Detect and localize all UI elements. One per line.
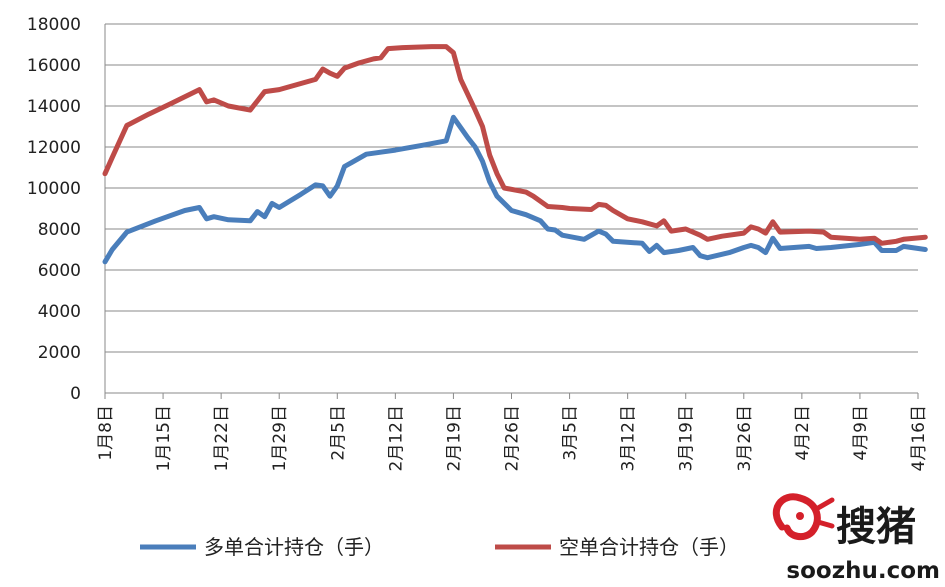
y-tick-label: 0 xyxy=(70,384,81,404)
y-tick-label: 6000 xyxy=(38,261,81,281)
watermark-chinese-text: 搜猪 xyxy=(836,504,916,550)
x-tick-label: 1月22日 xyxy=(212,405,232,471)
y-tick-label: 2000 xyxy=(38,343,81,363)
series-line-2 xyxy=(102,44,928,246)
axes xyxy=(104,24,919,399)
y-tick-label: 18000 xyxy=(27,15,81,35)
x-tick-label: 3月12日 xyxy=(619,405,639,471)
x-tick-label: 1月29日 xyxy=(270,405,290,471)
y-tick-label: 14000 xyxy=(27,97,81,117)
x-tick-label: 2月12日 xyxy=(386,405,406,471)
soozhu-logo-icon xyxy=(772,493,835,541)
x-tick-label: 4月16日 xyxy=(909,405,929,471)
x-tick-label: 4月2日 xyxy=(793,405,813,461)
legend-label-1: 多单合计持仓（手） xyxy=(204,535,384,559)
x-tick-label: 3月5日 xyxy=(561,405,581,461)
x-tick-label: 2月5日 xyxy=(328,405,348,461)
watermark-url-text: soozhu.com xyxy=(786,558,940,584)
y-tick-label: 10000 xyxy=(27,179,81,199)
x-tick-label: 3月19日 xyxy=(677,405,697,471)
x-tick-label: 1月8日 xyxy=(96,405,116,461)
y-tick-label: 16000 xyxy=(27,56,81,76)
x-tick-label: 4月9日 xyxy=(851,405,871,461)
x-tick-label: 3月26日 xyxy=(735,405,755,471)
watermark: 搜猪 soozhu.com xyxy=(772,493,940,584)
y-tick-label: 4000 xyxy=(38,302,81,322)
series-line-1 xyxy=(102,114,928,265)
y-tick-label: 12000 xyxy=(27,138,81,158)
x-tick-label: 2月19日 xyxy=(444,405,464,471)
x-tick-label: 1月15日 xyxy=(154,405,174,471)
legend-label-2: 空单合计持仓（手） xyxy=(559,535,739,559)
series-lines xyxy=(102,44,928,265)
x-tick-labels: 1月8日 1月15日 1月22日 1月29日 2月5日 2月12日 2月19日 2月26日 3月… xyxy=(96,405,929,471)
x-tick-label: 2月26日 xyxy=(503,405,523,471)
legend: 多单合计持仓（手） 空单合计持仓（手） xyxy=(140,535,739,559)
y-tick-labels: 0 2000 4000 6000 8000 10000 12000 14000 16000 180… xyxy=(27,15,81,404)
y-tick-label: 8000 xyxy=(38,220,81,240)
